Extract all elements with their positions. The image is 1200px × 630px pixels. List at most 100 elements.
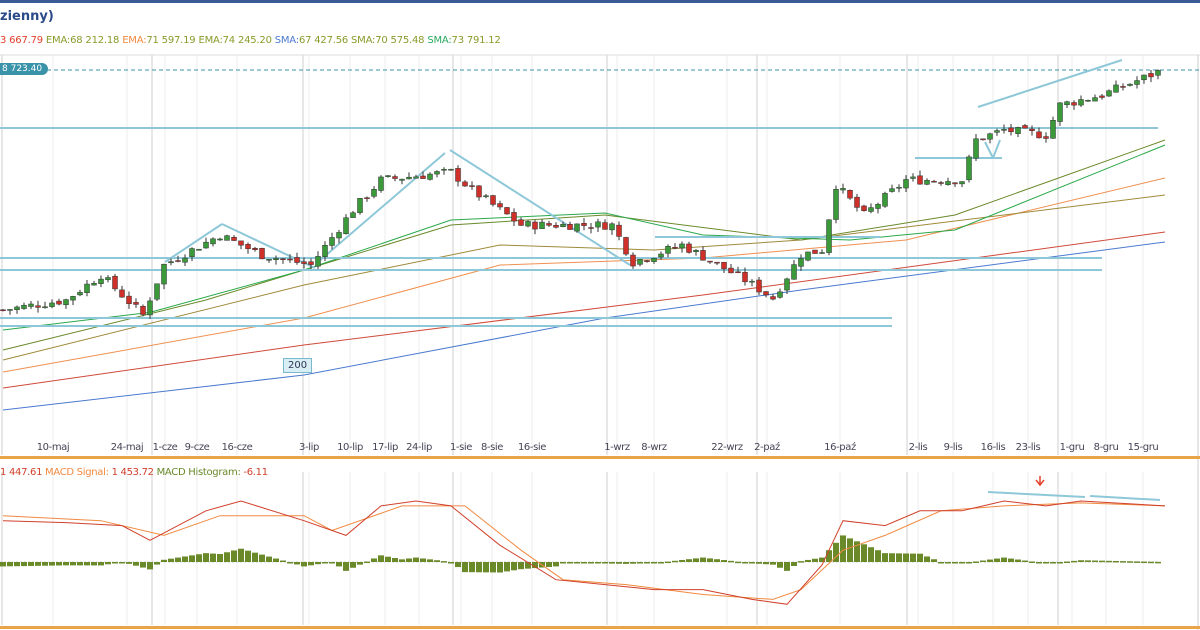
- x-tick-label: 8-wrz: [641, 442, 667, 453]
- macd-histogram-bar: [616, 562, 622, 564]
- macd-histogram-bar: [105, 562, 111, 565]
- candle-up: [987, 133, 993, 140]
- candle-up: [378, 176, 384, 191]
- x-tick-label: 15-gru: [1128, 442, 1159, 453]
- x-tick-label: 23-lis: [1016, 442, 1041, 453]
- macd-histogram-bar: [364, 561, 370, 564]
- macd-histogram-bar: [287, 562, 293, 564]
- candle-up: [168, 261, 174, 264]
- macd-histogram-bar: [1057, 562, 1063, 564]
- candle-up: [91, 283, 97, 286]
- macd-histogram-bar: [560, 562, 566, 564]
- macd-histogram-bar: [147, 562, 153, 570]
- candle-up: [441, 169, 447, 171]
- x-tick-label: 22-wrz: [711, 442, 743, 453]
- candle-up: [637, 259, 643, 265]
- macd-histogram-bar: [532, 562, 538, 569]
- macd-histogram-bar: [161, 559, 167, 562]
- candle-up: [21, 304, 27, 309]
- macd-histogram-bar: [889, 553, 895, 562]
- macd-histogram-bar: [1008, 558, 1014, 562]
- macd-histogram-bar: [0, 562, 6, 567]
- candle-down: [364, 197, 370, 199]
- candle-down: [504, 207, 510, 215]
- candle-up: [196, 249, 202, 251]
- macd-histogram-bar: [182, 556, 188, 562]
- candle-down: [56, 300, 62, 305]
- candle-down: [1148, 73, 1154, 78]
- macd-histogram-bar: [826, 550, 832, 562]
- macd-histogram-bar: [630, 562, 636, 564]
- candle-up: [1113, 84, 1119, 93]
- x-tick-label: 24-maj: [111, 442, 144, 453]
- macd-histogram-bar: [455, 562, 461, 568]
- candle-up: [7, 309, 13, 311]
- candle-up: [903, 179, 909, 189]
- macd-histogram-label: MACD Histogram:: [156, 467, 241, 478]
- macd-histogram-bar: [140, 562, 146, 568]
- candle-down: [0, 309, 6, 312]
- candle-down: [630, 254, 636, 267]
- down-arrow-icon: [1035, 476, 1045, 487]
- macd-histogram-bar: [280, 560, 286, 563]
- macd-histogram-bar: [553, 562, 559, 567]
- candle-up: [84, 283, 90, 294]
- macd-histogram-bar: [371, 558, 377, 562]
- x-tick-label: 1-cze: [153, 442, 178, 453]
- x-tick-label: 16-sie: [518, 442, 546, 453]
- x-tick-label: 16-paź: [824, 441, 856, 453]
- macd-histogram-bar: [777, 562, 783, 568]
- candle-down: [133, 302, 139, 305]
- macd-line: [2, 500, 1166, 605]
- macd-histogram-bar: [322, 562, 328, 564]
- macd-histogram-bar: [763, 562, 769, 565]
- candle-up: [1050, 120, 1056, 139]
- macd-histogram-bar: [1148, 561, 1154, 564]
- trend-line: [1089, 495, 1161, 501]
- macd-histogram-bar: [749, 562, 755, 564]
- macd-histogram-bar: [756, 562, 762, 564]
- legend-label: EMA:: [122, 35, 147, 46]
- annotation-label-200[interactable]: 200: [283, 358, 313, 373]
- macd-histogram-bar: [602, 562, 608, 564]
- candle-down: [476, 185, 482, 198]
- chart-title: zienny): [0, 9, 54, 24]
- candle-down: [735, 271, 741, 273]
- candle-up: [224, 235, 230, 241]
- candle-up: [1106, 90, 1112, 97]
- candle-up: [749, 280, 755, 283]
- candle-up: [147, 300, 153, 316]
- macd-histogram-bar: [903, 553, 909, 562]
- macd-histogram-bar: [1078, 560, 1084, 562]
- macd-histogram-bar: [77, 562, 83, 566]
- macd-histogram-bar: [574, 562, 580, 564]
- legend-label: SMA:: [274, 35, 299, 46]
- legend-value: 67 427.56: [298, 35, 352, 46]
- x-tick-label: 1-wrz: [604, 442, 630, 453]
- candle-up: [784, 278, 790, 291]
- candle-up: [910, 176, 916, 179]
- macd-histogram-bar: [518, 562, 524, 570]
- candle-down: [588, 227, 594, 229]
- macd-signal-label: MACD Signal:: [45, 467, 109, 478]
- candle-up: [63, 299, 69, 306]
- candle-down: [938, 182, 944, 184]
- candle-down: [231, 237, 237, 241]
- macd-histogram-bar: [917, 553, 923, 562]
- macd-histogram-bar: [1050, 562, 1056, 564]
- candle-up: [483, 195, 489, 198]
- macd-histogram-bar: [1127, 561, 1133, 563]
- macd-histogram-bar: [728, 560, 734, 563]
- candle-down: [511, 212, 517, 222]
- candle-up: [868, 207, 874, 212]
- macd-histogram-bar: [343, 562, 349, 571]
- candle-down: [686, 243, 692, 253]
- candle-up: [448, 168, 454, 171]
- candle-down: [455, 168, 461, 182]
- macd-histogram-bar: [770, 562, 776, 565]
- candle-up: [1141, 74, 1147, 81]
- macd-histogram-bar: [791, 562, 797, 566]
- candle-down: [126, 295, 132, 305]
- macd-histogram-bar: [98, 562, 104, 566]
